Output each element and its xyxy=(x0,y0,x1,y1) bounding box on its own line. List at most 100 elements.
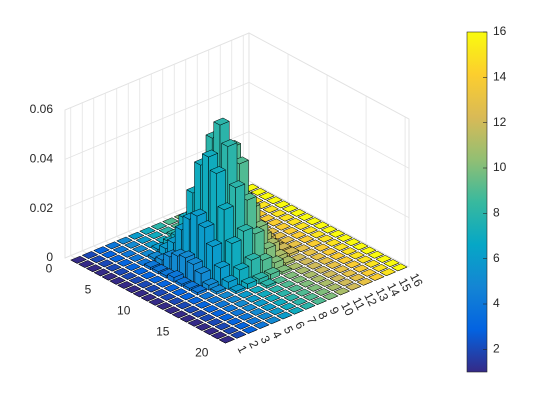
bar xyxy=(305,239,322,248)
bar-face xyxy=(321,270,338,278)
bar xyxy=(348,251,365,260)
bar xyxy=(349,273,366,282)
bar xyxy=(121,272,138,280)
bar xyxy=(199,314,216,322)
bar xyxy=(379,268,396,276)
bar xyxy=(344,238,361,246)
bar xyxy=(360,246,377,255)
bar-face xyxy=(337,278,354,287)
colorbar-tick-label: 4 xyxy=(493,296,500,310)
bar-face xyxy=(151,222,168,230)
bar xyxy=(116,236,133,245)
bar-face xyxy=(326,283,343,292)
bar-face xyxy=(206,239,223,247)
colorbar-tick-label: 16 xyxy=(493,24,507,38)
bar xyxy=(128,254,145,262)
bar-face xyxy=(172,310,188,319)
bar-face xyxy=(322,292,339,301)
bar xyxy=(356,255,373,264)
bar xyxy=(133,289,149,298)
bar xyxy=(321,270,338,278)
z-tick-label: 0 xyxy=(46,250,53,264)
bar-face xyxy=(274,200,291,209)
bar-face xyxy=(257,312,274,320)
x-tick-label: 13 xyxy=(373,285,392,304)
bar-face xyxy=(344,260,361,269)
bar xyxy=(249,308,266,316)
colorbar-tick-label: 14 xyxy=(493,70,507,84)
bar xyxy=(229,283,246,295)
bar xyxy=(360,268,377,277)
bar-face xyxy=(139,227,156,235)
bar xyxy=(329,252,346,260)
bar xyxy=(310,274,327,283)
bar-face xyxy=(186,257,203,265)
bar-face xyxy=(352,242,369,251)
bar xyxy=(248,285,265,294)
bar-face xyxy=(336,234,353,242)
bar-face xyxy=(333,287,350,296)
bar-face xyxy=(325,261,342,269)
bar xyxy=(328,229,345,238)
bar xyxy=(375,255,392,263)
bar-face xyxy=(264,316,281,325)
bar-face xyxy=(249,308,266,316)
bar xyxy=(368,273,385,281)
bar xyxy=(252,299,269,307)
bar-face xyxy=(198,291,215,300)
bar xyxy=(306,261,323,270)
bar-face xyxy=(190,285,207,293)
bar-face xyxy=(303,292,320,301)
bar xyxy=(164,306,181,314)
bar xyxy=(214,322,231,331)
bar-face xyxy=(179,250,195,259)
bar-face xyxy=(211,331,228,340)
bar-face xyxy=(368,273,385,281)
bar-face xyxy=(298,279,315,288)
bar xyxy=(211,331,228,340)
bar-face xyxy=(128,276,145,284)
bar-face xyxy=(317,256,334,265)
bar-face xyxy=(214,322,231,331)
bar-face xyxy=(70,255,87,264)
bar xyxy=(151,222,168,230)
bar xyxy=(317,234,334,243)
bar-face xyxy=(195,300,211,309)
bar-face xyxy=(124,263,141,271)
bar xyxy=(117,258,133,267)
bar-face xyxy=(310,274,327,283)
bar-face xyxy=(226,317,243,326)
bar xyxy=(97,259,114,268)
bar xyxy=(268,307,285,316)
z-tick-label: 0.06 xyxy=(30,102,54,116)
bar-face xyxy=(233,262,250,271)
colorbar-tick-label: 6 xyxy=(493,251,500,265)
bar xyxy=(241,276,257,290)
bar xyxy=(321,225,338,234)
bar xyxy=(229,308,246,317)
bar-face xyxy=(349,273,366,282)
bar xyxy=(298,257,315,266)
bar-face xyxy=(116,236,133,245)
bar-face xyxy=(109,276,126,285)
bar-face xyxy=(214,300,231,308)
bar xyxy=(345,282,362,291)
bar xyxy=(230,330,247,339)
bar xyxy=(167,297,184,305)
bar xyxy=(206,296,223,304)
bar-face xyxy=(162,217,179,226)
bar xyxy=(279,280,296,289)
bar xyxy=(144,284,161,293)
bar xyxy=(305,217,322,226)
bar xyxy=(222,304,239,313)
bar-face xyxy=(259,214,276,223)
bar-face xyxy=(120,249,137,258)
bar xyxy=(132,267,149,275)
bar-face xyxy=(179,314,196,323)
bar xyxy=(125,285,142,294)
bar-face xyxy=(229,308,246,317)
bar-face xyxy=(258,192,275,200)
bar xyxy=(152,288,169,297)
bar xyxy=(148,275,165,284)
bar-face xyxy=(314,265,331,274)
